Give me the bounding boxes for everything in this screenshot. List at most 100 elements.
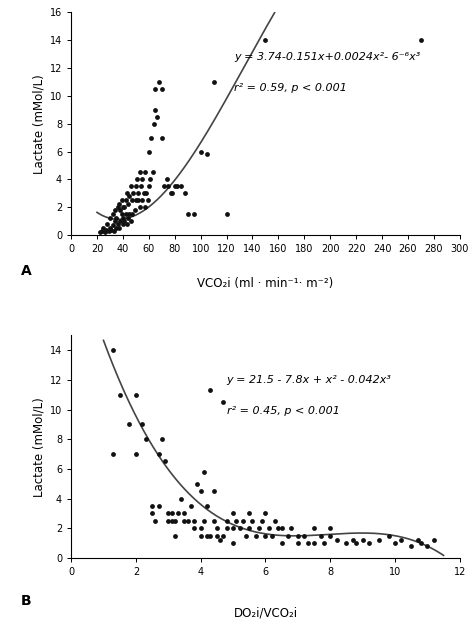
Point — [242, 531, 250, 541]
Point — [294, 538, 301, 548]
Point — [131, 205, 138, 215]
Point — [123, 219, 131, 229]
Point — [146, 174, 154, 184]
Point — [122, 195, 129, 205]
Point — [120, 216, 128, 226]
Point — [304, 538, 311, 548]
Point — [213, 523, 220, 533]
Point — [278, 538, 285, 548]
Point — [152, 516, 159, 526]
Point — [262, 35, 269, 45]
Point — [174, 508, 182, 518]
Point — [219, 397, 227, 407]
Point — [177, 494, 185, 503]
Point — [255, 523, 263, 533]
Point — [109, 345, 117, 355]
Point — [126, 210, 133, 219]
Point — [246, 508, 253, 518]
Point — [187, 501, 195, 511]
Point — [109, 220, 116, 230]
Point — [232, 516, 240, 526]
Point — [223, 523, 230, 533]
Point — [191, 210, 198, 219]
Point — [143, 188, 150, 198]
Point — [349, 535, 356, 545]
Point — [424, 541, 431, 551]
Point — [100, 223, 107, 233]
Point — [310, 538, 318, 548]
Point — [99, 226, 106, 236]
Point — [163, 174, 171, 184]
Point — [158, 84, 165, 94]
Point — [417, 35, 425, 45]
Point — [168, 188, 176, 198]
Point — [127, 182, 135, 192]
Point — [278, 523, 285, 533]
Point — [153, 112, 160, 122]
Point — [137, 182, 145, 192]
Point — [119, 219, 127, 229]
Point — [200, 467, 208, 477]
Point — [122, 210, 129, 219]
Point — [127, 216, 135, 226]
Point — [109, 210, 116, 219]
Point — [317, 531, 324, 541]
Point — [123, 188, 131, 198]
Point — [164, 182, 172, 192]
Point — [229, 508, 237, 518]
Point — [197, 523, 204, 533]
Point — [294, 531, 301, 541]
Point — [124, 213, 132, 223]
Text: DO₂i/VCO₂i: DO₂i/VCO₂i — [233, 607, 298, 620]
Point — [116, 390, 123, 400]
Point — [343, 538, 350, 548]
Point — [155, 449, 162, 459]
Point — [219, 531, 227, 541]
Point — [203, 501, 211, 511]
Text: r² = 0.45, p < 0.001: r² = 0.45, p < 0.001 — [227, 406, 339, 416]
Point — [284, 531, 292, 541]
Point — [148, 501, 156, 511]
Point — [249, 516, 256, 526]
Point — [145, 182, 153, 192]
Point — [164, 516, 172, 526]
Point — [164, 508, 172, 518]
Point — [213, 531, 220, 541]
Point — [138, 195, 146, 205]
Point — [124, 200, 132, 210]
Point — [109, 449, 117, 459]
Point — [135, 188, 142, 198]
Point — [407, 541, 415, 551]
Point — [262, 508, 269, 518]
Point — [150, 119, 158, 129]
Point — [158, 133, 165, 143]
Y-axis label: Lactate (mMol/L): Lactate (mMol/L) — [33, 397, 46, 497]
Point — [161, 182, 168, 192]
Point — [104, 219, 111, 229]
Point — [138, 419, 146, 429]
Point — [152, 84, 159, 94]
Point — [148, 508, 156, 518]
Point — [182, 188, 189, 198]
Point — [184, 210, 191, 219]
Point — [320, 538, 328, 548]
Point — [117, 216, 124, 226]
Point — [119, 202, 127, 212]
Point — [197, 531, 204, 541]
Point — [262, 531, 269, 541]
Point — [207, 531, 214, 541]
Point — [132, 182, 140, 192]
Point — [210, 77, 218, 87]
Point — [191, 516, 198, 526]
Point — [111, 216, 119, 226]
Point — [101, 228, 109, 237]
Y-axis label: Lactate (mMol/L): Lactate (mMol/L) — [33, 74, 46, 174]
Point — [229, 523, 237, 533]
Point — [288, 523, 295, 533]
Point — [203, 531, 211, 541]
Text: A: A — [20, 264, 31, 278]
Point — [375, 535, 383, 545]
Point — [207, 385, 214, 395]
Point — [118, 210, 126, 219]
Text: y = 21.5 - 7.8x + x² - 0.042x³: y = 21.5 - 7.8x + x² - 0.042x³ — [227, 375, 392, 385]
